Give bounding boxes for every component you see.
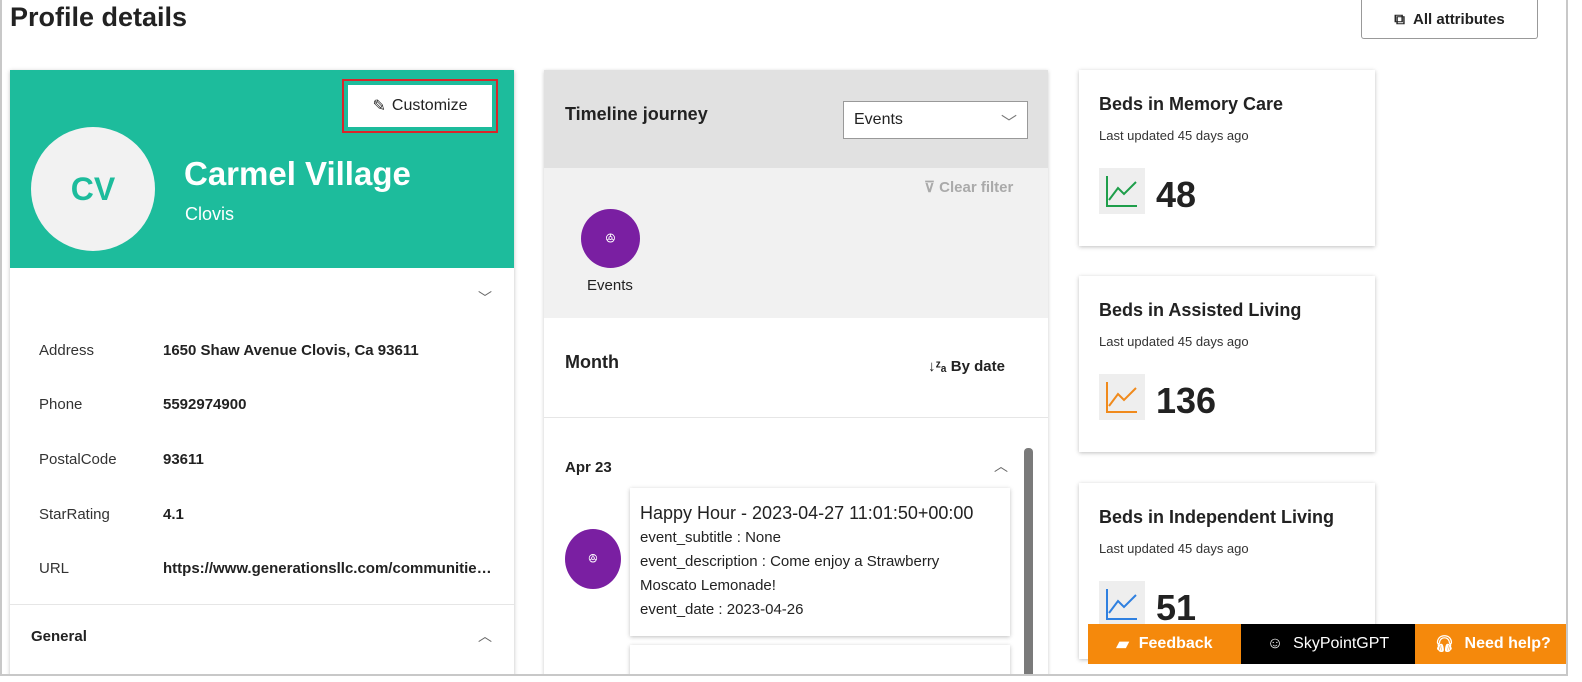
event-date: event_date : 2023-04-26 [640,601,804,618]
trend-chart-icon [1099,168,1145,214]
clear-filter-button[interactable]: ⊽ Clear filter [924,178,1013,196]
feedback-label: Feedback [1138,635,1213,652]
metric-value: 136 [1156,380,1217,421]
all-attributes-button[interactable]: ⧉ All attributes [1361,0,1538,39]
metric-card: Beds in Assisted Living Last updated 45 d… [1079,276,1375,452]
field-value: 1650 Shaw Avenue Clovis, Ca 93611 [163,342,419,359]
field-label: Address [39,342,95,359]
event-icon: ꔮ [565,529,621,589]
chevron-up-icon[interactable]: ︿ [478,628,492,644]
chevron-down-icon[interactable]: ﹀ [478,290,492,306]
robot-icon: ☺ [1266,635,1284,652]
help-label: Need help? [1464,635,1551,652]
chevron-down-icon: ﹀ [1000,115,1017,132]
field-label: PostalCode [39,451,117,468]
trend-chart-icon [1099,374,1145,420]
events-filter-icon[interactable]: ꔮ [581,209,640,268]
timeline-panel: Timeline journey ⊽ Clear filter ꔮ Events… [544,70,1048,674]
pencil-icon: ✎ [372,98,386,115]
sort-icon: ↓ᶻₐ [928,358,951,375]
general-section[interactable]: General [31,628,87,645]
event-card[interactable]: Happy Hour - 2023-04-27 11:01:50+00:00 e… [630,488,1010,636]
field-value: 4.1 [163,506,184,523]
need-help-button[interactable]: 🎧︎ Need help? [1415,624,1566,664]
month-heading: Month [565,352,619,372]
chat-icon: ▰ [1116,636,1129,653]
metric-value: 48 [1156,174,1197,215]
skypointgpt-button[interactable]: ☺ SkyPointGPT [1241,624,1415,664]
select-value: Events [854,111,903,128]
copy-icon: ⧉ [1394,10,1406,28]
feedback-button[interactable]: ▰ Feedback [1088,624,1241,664]
scrollbar[interactable] [1024,448,1033,674]
avatar: CV [31,127,155,251]
trend-chart-icon [1099,581,1145,627]
profile-city: Clovis [185,204,235,224]
sort-label: By date [950,358,1005,375]
event-card[interactable] [630,645,1010,674]
event-subtitle: event_subtitle : None [640,529,781,546]
field-label: URL [39,560,70,577]
event-description: event_description : Come enjoy a Strawbe… [640,553,940,594]
customize-label: Customize [391,97,468,114]
metric-card: Beds in Memory Care Last updated 45 days … [1079,70,1375,246]
timeline-title: Timeline journey [565,104,708,124]
group-heading: Apr 23 [565,459,612,476]
field-label: Phone [39,396,83,413]
chevron-up-icon[interactable]: ︿ [994,458,1008,474]
metric-updated: Last updated 45 days ago [1099,334,1249,349]
metric-title: Beds in Assisted Living [1099,300,1302,320]
metric-updated: Last updated 45 days ago [1099,128,1249,143]
field-value[interactable]: https://www.generationsllc.com/communiti… [163,560,498,577]
timeline-type-select[interactable]: Events ﹀ [843,101,1028,139]
page-title: Profile details [10,2,188,32]
clear-filter-label: Clear filter [939,179,1014,196]
metric-title: Beds in Memory Care [1099,94,1284,114]
sort-by-date-button[interactable]: ↓ᶻₐ By date [928,358,1005,375]
event-title: Happy Hour - 2023-04-27 11:01:50+00:00 [640,503,974,523]
metric-title: Beds in Independent Living [1099,507,1335,527]
metric-value: 51 [1156,587,1197,628]
metric-updated: Last updated 45 days ago [1099,541,1249,556]
field-value: 5592974900 [163,396,247,413]
all-attributes-label: All attributes [1413,10,1505,28]
field-label: StarRating [39,506,110,523]
events-filter-label: Events [587,277,633,294]
gpt-label: SkyPointGPT [1293,635,1390,652]
customize-button[interactable]: ✎ Customize [342,79,498,133]
profile-name: Carmel Village [184,155,411,192]
field-value: 93611 [163,451,204,468]
headset-icon: 🎧︎ [1434,636,1455,653]
filter-icon: ⊽ [924,179,940,196]
